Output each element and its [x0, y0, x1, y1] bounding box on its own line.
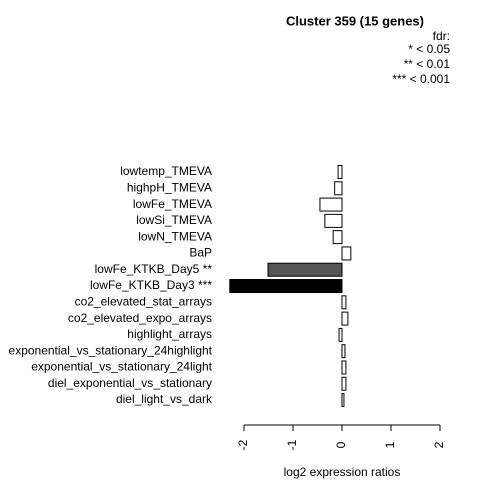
- bar: [267, 262, 343, 277]
- legend-item: *** < 0.001: [392, 72, 450, 86]
- bar: [338, 327, 343, 342]
- y-tick-label: lowFe_TMEVA: [133, 197, 212, 211]
- bar: [319, 197, 343, 212]
- y-tick-label: lowtemp_TMEVA: [120, 164, 212, 178]
- y-tick-label: highpH_TMEVA: [127, 180, 212, 194]
- x-axis-label: log2 expression ratios: [284, 465, 401, 479]
- bar: [341, 246, 352, 261]
- y-tick-label: BaP: [189, 246, 212, 260]
- legend-title: fdr:: [433, 29, 450, 43]
- bar: [324, 213, 343, 228]
- y-tick-label: lowFe_KTKB_Day5 **: [95, 262, 213, 276]
- x-tick-label: 0: [334, 441, 348, 448]
- y-tick-label: lowFe_KTKB_Day3 ***: [90, 278, 212, 292]
- chart-title: Cluster 359 (15 genes): [286, 13, 424, 28]
- y-tick-label: diel_exponential_vs_stationary: [48, 376, 212, 390]
- bar: [341, 295, 347, 310]
- bar: [341, 360, 347, 375]
- bar: [341, 344, 346, 359]
- y-tick-label: diel_light_vs_dark: [116, 392, 213, 406]
- legend-item: * < 0.05: [408, 42, 450, 56]
- x-tick-label: 1: [383, 441, 397, 448]
- y-tick-label: lowN_TMEVA: [138, 229, 212, 243]
- bar: [341, 311, 349, 326]
- bar: [334, 181, 343, 196]
- bar: [341, 393, 345, 408]
- x-tick-label: -2: [236, 439, 250, 450]
- y-tick-label: exponential_vs_stationary_24light: [31, 360, 212, 374]
- y-tick-label: lowSi_TMEVA: [136, 213, 212, 227]
- x-tick-label: 2: [432, 441, 446, 448]
- bar: [332, 230, 343, 245]
- bar: [229, 279, 343, 294]
- bar: [337, 165, 343, 179]
- y-tick-label: co2_elevated_stat_arrays: [75, 294, 212, 308]
- legend-item: ** < 0.01: [404, 57, 451, 71]
- bar: [341, 376, 347, 391]
- x-tick-label: -1: [285, 439, 299, 450]
- y-tick-label: co2_elevated_expo_arrays: [68, 311, 212, 325]
- y-tick-label: highlight_arrays: [127, 327, 212, 341]
- y-tick-label: exponential_vs_stationary_24highlight: [9, 343, 213, 357]
